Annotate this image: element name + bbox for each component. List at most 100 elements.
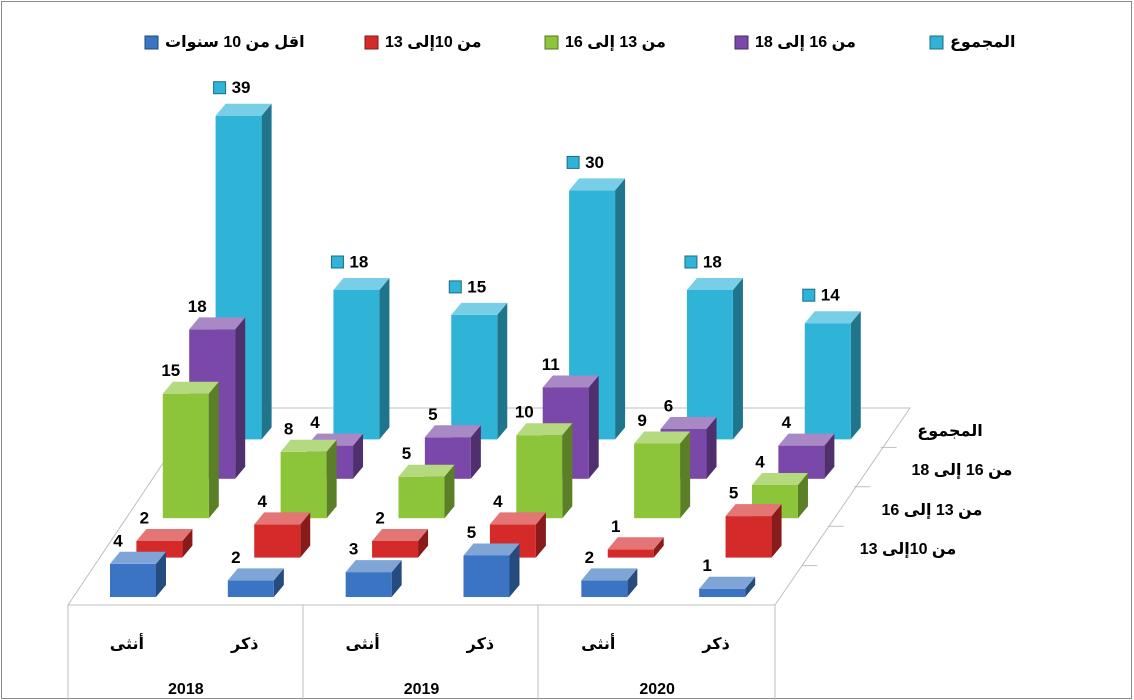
depth-label: من 16 إلى 18 bbox=[912, 462, 1013, 479]
data-label: 11 bbox=[542, 355, 560, 374]
bar-top bbox=[451, 302, 508, 315]
bar-top bbox=[227, 568, 284, 581]
data-label: 5 bbox=[729, 484, 738, 503]
bar-side bbox=[627, 568, 638, 597]
bar-side bbox=[353, 433, 364, 479]
bar-top bbox=[254, 512, 311, 525]
label-marker bbox=[330, 255, 344, 269]
data-label: 18 bbox=[188, 297, 207, 316]
depth-label: من 10إلى 13 bbox=[860, 541, 956, 558]
data-label: 15 bbox=[467, 277, 486, 296]
bar bbox=[581, 568, 638, 597]
data-label: 2 bbox=[585, 548, 594, 567]
bar-side bbox=[261, 103, 272, 440]
data-label: 1 bbox=[611, 517, 620, 536]
label-marker bbox=[802, 288, 816, 302]
bar-top bbox=[136, 529, 193, 541]
data-label: 2 bbox=[375, 508, 384, 527]
data-label: 5 bbox=[428, 405, 437, 424]
bar-front bbox=[686, 290, 733, 440]
data-label: 30 bbox=[585, 153, 604, 172]
bar-side bbox=[797, 473, 808, 519]
bar-side bbox=[497, 302, 508, 440]
data-label: 18 bbox=[703, 252, 722, 271]
legend-label: من 13 إلى 16 bbox=[565, 34, 666, 51]
bar bbox=[451, 302, 508, 440]
data-label: 2 bbox=[140, 508, 149, 527]
bar-front bbox=[398, 476, 445, 519]
bar-side bbox=[824, 433, 835, 479]
bar-top bbox=[751, 473, 808, 485]
bar-top bbox=[581, 568, 638, 581]
bar-side bbox=[562, 423, 573, 519]
bar-front bbox=[280, 451, 327, 519]
bar-top bbox=[189, 317, 246, 330]
data-label: 4 bbox=[113, 531, 123, 550]
bar-side bbox=[535, 512, 546, 558]
bar bbox=[372, 529, 429, 558]
data-label: 10 bbox=[515, 403, 534, 422]
x-tick-label: أنثى bbox=[110, 633, 144, 653]
bar-side bbox=[850, 311, 861, 440]
bar-side bbox=[379, 278, 390, 440]
bar-front bbox=[345, 572, 392, 597]
label-marker bbox=[213, 81, 227, 95]
data-label: 9 bbox=[637, 411, 646, 430]
bar-side bbox=[273, 568, 284, 597]
data-label: 8 bbox=[284, 419, 293, 438]
bar-top bbox=[516, 423, 573, 436]
bar bbox=[280, 439, 337, 519]
bar-top bbox=[463, 543, 520, 556]
bar-side bbox=[182, 529, 193, 558]
bar-front bbox=[607, 549, 654, 558]
bar bbox=[162, 381, 219, 519]
bar-top bbox=[686, 278, 743, 290]
depth-label: المجموع bbox=[917, 423, 982, 440]
bar-front bbox=[110, 563, 156, 597]
bar-side bbox=[300, 512, 311, 558]
bar-side bbox=[444, 464, 455, 519]
label-marker bbox=[566, 155, 580, 169]
bar-front bbox=[372, 541, 419, 558]
data-label: 15 bbox=[161, 361, 180, 380]
data-label: 4 bbox=[782, 413, 792, 432]
bar-front bbox=[804, 323, 851, 440]
bar-side bbox=[745, 576, 756, 597]
bar bbox=[463, 543, 520, 597]
bar-side bbox=[732, 278, 743, 440]
x-tick-label: ذكر bbox=[466, 636, 494, 653]
bar-top bbox=[280, 439, 337, 452]
bar-side bbox=[509, 543, 520, 597]
bar-top bbox=[542, 375, 599, 388]
bar-top bbox=[660, 417, 717, 429]
bar-front bbox=[581, 580, 628, 597]
bar-top bbox=[110, 551, 166, 564]
bar-top bbox=[398, 464, 455, 477]
bar-side bbox=[771, 504, 782, 558]
bar bbox=[254, 512, 311, 558]
bar bbox=[607, 537, 664, 558]
bar-front bbox=[725, 516, 772, 558]
category-table bbox=[67, 604, 776, 700]
bar-side bbox=[470, 425, 481, 479]
bar-side bbox=[156, 551, 166, 597]
legend-swatch bbox=[144, 35, 159, 50]
bar-side bbox=[208, 381, 219, 519]
x-tick-label: ذكر bbox=[701, 636, 729, 653]
data-label: 18 bbox=[349, 252, 368, 271]
legend-label: اقل من 10 سنوات bbox=[165, 34, 305, 51]
bar-front bbox=[254, 524, 301, 558]
legend-label: المجموع bbox=[950, 34, 1015, 51]
bar-top bbox=[333, 278, 390, 290]
data-label: 3 bbox=[349, 540, 358, 559]
bar-front bbox=[162, 393, 209, 519]
group-label: 2020 bbox=[639, 681, 675, 698]
bar-top bbox=[424, 425, 481, 438]
bar-front bbox=[634, 443, 681, 519]
legend-swatch bbox=[364, 35, 379, 50]
bar-top bbox=[778, 433, 835, 446]
bar-front bbox=[463, 555, 510, 597]
legend-label: من 10إلى 13 bbox=[385, 34, 481, 51]
data-label: 14 bbox=[821, 286, 840, 305]
